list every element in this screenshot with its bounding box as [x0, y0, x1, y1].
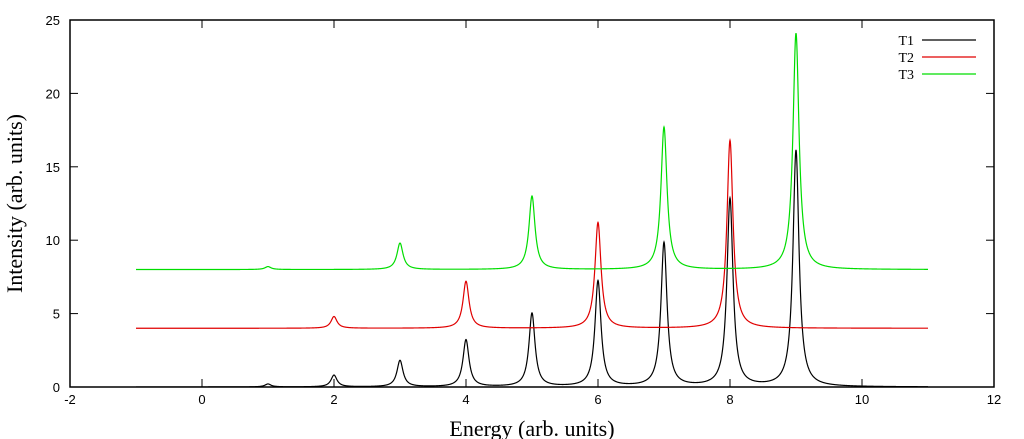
y-tick-label: 5: [53, 307, 60, 322]
x-axis-title: Energy (arb. units): [449, 416, 614, 439]
x-tick-label: 10: [855, 392, 869, 407]
legend: T1 T2 T3: [898, 34, 976, 83]
y-tick-label: 0: [53, 380, 60, 395]
x-tick-label: 0: [198, 392, 205, 407]
x-tick-label: 4: [462, 392, 469, 407]
x-tick-label: -2: [64, 392, 76, 407]
y-tick-label: 20: [46, 86, 60, 101]
series-line-T3: [136, 32, 928, 271]
x-tick-label: 6: [594, 392, 601, 407]
axis-ticks: [69, 19, 995, 388]
y-tick-label: 15: [46, 160, 60, 175]
series-line-T2: [136, 137, 928, 329]
y-tick-label: 10: [46, 233, 60, 248]
series-curves: [136, 32, 928, 388]
legend-label: T1: [898, 34, 914, 49]
plot-frame: [69, 19, 995, 388]
legend-label: T2: [898, 51, 914, 66]
y-tick-label: 25: [46, 13, 60, 28]
axis-tick-labels: -2 0 2 4 6 8 10 12 0 5 10 15 20 25: [46, 13, 1002, 407]
series-line-T1: [136, 149, 928, 388]
x-tick-label: 2: [330, 392, 337, 407]
x-tick-label: 12: [987, 392, 1001, 407]
y-axis-title: Intensity (arb. units): [2, 114, 27, 293]
x-tick-label: 8: [726, 392, 733, 407]
legend-label: T3: [898, 68, 914, 83]
